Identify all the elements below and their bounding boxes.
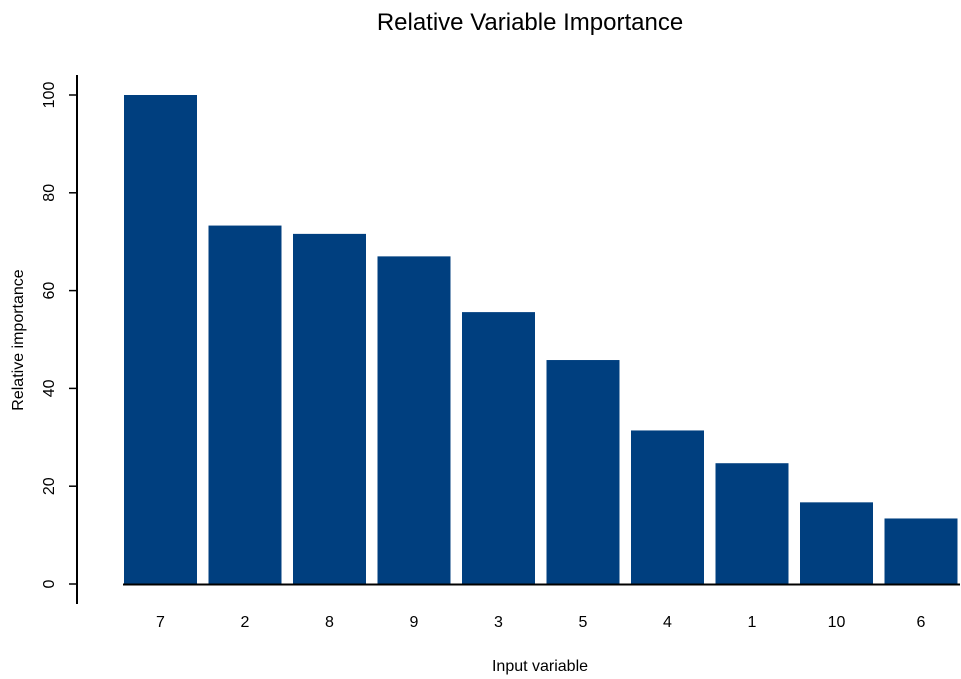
x-tick-label-9: 9 — [410, 614, 419, 631]
bar-10 — [800, 502, 873, 584]
x-tick-label-6: 6 — [917, 614, 926, 631]
x-tick-label-7: 7 — [156, 614, 165, 631]
x-tick-labels: 7 2 8 9 3 5 4 1 10 6 — [156, 614, 926, 631]
bar-7 — [124, 95, 197, 584]
bar-6 — [884, 518, 958, 584]
x-tick-label-2: 2 — [241, 614, 250, 631]
y-tick-label: 100 — [41, 82, 58, 109]
bar-8 — [293, 233, 366, 584]
y-tick-label: 40 — [41, 379, 58, 397]
bar-2 — [208, 225, 282, 585]
x-tick-label-3: 3 — [494, 614, 503, 631]
bars-group — [124, 95, 958, 585]
y-tick-label: 60 — [41, 282, 58, 300]
x-tick-label-8: 8 — [325, 614, 334, 631]
bar-5 — [546, 360, 620, 584]
y-tick-label: 80 — [41, 184, 58, 202]
x-tick-label-5: 5 — [579, 614, 588, 631]
x-tick-label-10: 10 — [828, 614, 846, 631]
bar-1 — [715, 463, 789, 584]
y-axis-label: Relative importance — [10, 269, 27, 411]
bar-9 — [377, 256, 451, 584]
chart-title: Relative Variable Importance — [377, 9, 683, 36]
y-tick-label: 20 — [41, 477, 58, 495]
bar-4 — [631, 430, 704, 584]
x-tick-label-1: 1 — [748, 614, 757, 631]
y-tick-label: 0 — [41, 579, 58, 588]
x-tick-label-4: 4 — [663, 614, 672, 631]
y-axis: 0 20 40 60 80 100 — [41, 75, 78, 604]
x-axis-label: Input variable — [492, 658, 588, 675]
bar-3 — [462, 312, 535, 584]
